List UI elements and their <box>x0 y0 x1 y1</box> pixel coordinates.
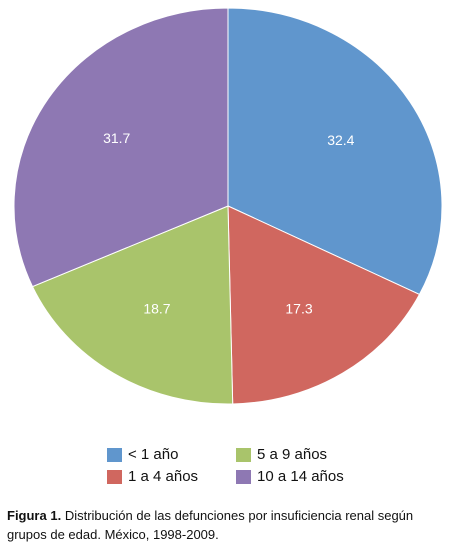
caption: Figura 1. Distribución de las defuncione… <box>7 506 453 544</box>
data-label: 31.7 <box>103 130 130 146</box>
pie-slice <box>31 205 234 405</box>
legend-label: 10 a 14 años <box>257 468 344 485</box>
caption-text: Distribución de las defunciones por insu… <box>7 508 414 542</box>
legend-label: < 1 año <box>128 446 178 463</box>
legend-label: 5 a 9 años <box>257 446 327 463</box>
legend-swatch <box>236 470 251 484</box>
pie-slice <box>227 7 443 296</box>
pie-slice <box>13 7 229 288</box>
data-label: 18.7 <box>143 300 170 316</box>
caption-label: Figura 1. <box>7 508 62 523</box>
pie-slice <box>227 205 421 405</box>
chart: 32.4 17.3 18.7 31.7 < 1 año 1 a 4 años 5 a 9 a… <box>13 7 443 485</box>
legend-swatch <box>107 448 122 462</box>
legend-swatch <box>236 448 251 462</box>
data-label: 17.3 <box>285 300 312 316</box>
legend-swatch <box>107 470 122 484</box>
data-label: 32.4 <box>327 132 354 148</box>
legend-label: 1 a 4 años <box>128 468 198 485</box>
